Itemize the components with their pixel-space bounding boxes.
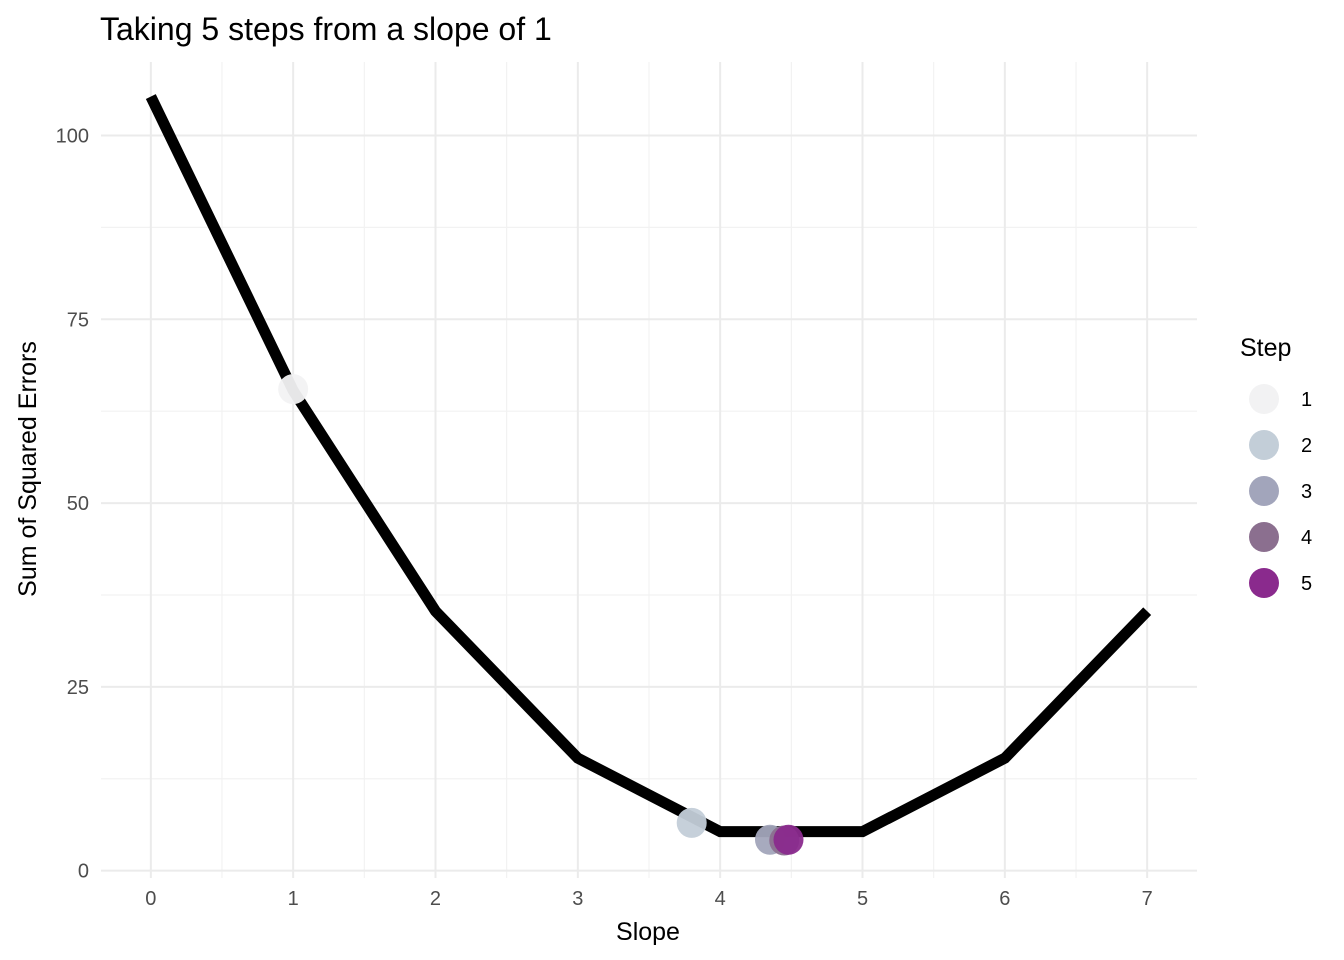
legend-key-4 [1249,522,1279,552]
x-tick-label: 6 [999,888,1010,910]
y-axis-label: Sum of Squared Errors [14,341,42,597]
step-point-2 [676,807,707,838]
legend: Step 1 2 3 4 5 [1240,334,1312,598]
legend-key-2 [1249,430,1279,460]
legend-key-5 [1249,568,1279,598]
y-tick-label: 25 [67,677,89,699]
legend-key-3 [1249,476,1279,506]
y-tick-label: 50 [67,493,89,515]
x-axis-label: Slope [616,918,680,946]
data-line [145,94,1152,838]
legend-label-4: 4 [1301,527,1312,549]
x-tick-label: 7 [1142,888,1153,910]
legend-title: Step [1240,334,1291,362]
y-tick-label: 100 [56,126,89,148]
y-axis-ticks: 0 25 50 75 100 [56,126,89,883]
chart-title: Taking 5 steps from a slope of 1 [100,11,552,47]
x-tick-label: 2 [430,888,441,910]
legend-label-3: 3 [1301,481,1312,503]
step-point-5 [773,824,804,855]
grid [101,62,1197,878]
x-tick-label: 1 [288,888,299,910]
step-point-1 [278,374,309,405]
legend-label-5: 5 [1301,573,1312,595]
data-points [278,374,804,856]
x-tick-label: 0 [145,888,156,910]
y-tick-label: 75 [67,309,89,331]
legend-label-2: 2 [1301,435,1312,457]
x-tick-label: 3 [572,888,583,910]
series-line [145,94,1152,838]
x-tick-label: 5 [857,888,868,910]
y-tick-label: 0 [78,861,89,883]
x-tick-label: 4 [715,888,726,910]
x-axis-ticks: 0 1 2 3 4 5 6 7 [145,888,1152,910]
legend-label-1: 1 [1301,389,1312,411]
legend-key-1 [1249,384,1279,414]
